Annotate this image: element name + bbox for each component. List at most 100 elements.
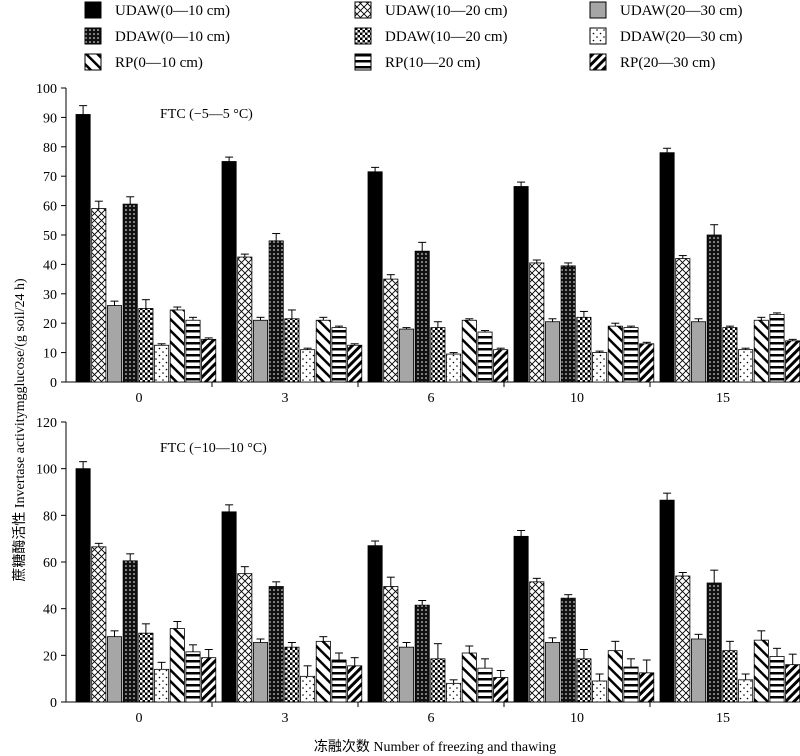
legend-label-ddaw-0-10-cm: DDAW(0—10 cm): [115, 29, 230, 45]
bar-ddaw-0-10-cm-ftc-6: [414, 604, 430, 703]
bar-udaw-20-30-cm-ftc-10: [545, 321, 561, 383]
y-tick-label: 40: [43, 258, 57, 273]
bar-udaw-10-20-cm-ftc-6: [383, 586, 399, 703]
y-tick-label: 50: [43, 229, 57, 244]
bar-ddaw-0-10-cm-ftc-3: [268, 240, 284, 383]
bar-udaw-10-20-cm-ftc-10: [529, 581, 545, 703]
bar-rp-20-30-cm-ftc-10: [639, 343, 655, 383]
x-tick-label: 6: [428, 711, 435, 726]
bar-udaw-20-30-cm-ftc-6: [398, 328, 414, 383]
x-tick-label: 15: [716, 711, 730, 726]
bar-rp-0-10-cm-ftc-0: [169, 628, 185, 703]
y-tick-label: 70: [43, 170, 57, 185]
bar-ddaw-0-10-cm-ftc-6: [414, 250, 430, 383]
bar-ddaw-20-30-cm-ftc-10: [592, 680, 608, 703]
legend-label-udaw-0-10-cm: UDAW(0—10 cm): [115, 3, 230, 19]
panel-annotation: FTC (−10—10 °C): [160, 441, 267, 456]
legend-swatch-ddaw-0-10-cm: [84, 27, 102, 45]
legend-swatch-ddaw-20-30-cm: [589, 27, 607, 45]
bar-rp-20-30-cm-ftc-15: [785, 340, 800, 383]
legend-swatch-rp-0-10-cm: [84, 53, 102, 71]
bar-ddaw-0-10-cm-ftc-3: [268, 586, 284, 703]
bar-ddaw-0-10-cm-ftc-15: [706, 582, 722, 703]
legend-label-ddaw-20-30-cm: DDAW(20—30 cm): [620, 29, 743, 45]
x-tick-label: 3: [282, 711, 289, 726]
bar-udaw-10-20-cm-ftc-3: [237, 256, 253, 383]
bar-udaw-0-10-cm-ftc-0: [75, 468, 91, 703]
y-tick-label: 20: [43, 649, 57, 664]
bar-ddaw-20-30-cm-ftc-10: [592, 352, 608, 383]
y-tick-label: 80: [43, 141, 57, 156]
bar-ddaw-10-20-cm-ftc-6: [430, 658, 446, 703]
bar-ddaw-20-30-cm-ftc-6: [446, 682, 462, 703]
bar-rp-10-20-cm-ftc-3: [331, 327, 347, 383]
y-tick-label: 20: [43, 317, 57, 332]
bar-rp-10-20-cm-ftc-3: [331, 659, 347, 703]
bar-ddaw-10-20-cm-ftc-3: [284, 318, 300, 383]
bar-udaw-10-20-cm-ftc-0: [91, 546, 107, 703]
legend-swatch-udaw-10-20-cm: [354, 1, 372, 19]
y-tick-label: 120: [36, 416, 57, 431]
bar-rp-0-10-cm-ftc-3: [315, 319, 331, 383]
bar-rp-20-30-cm-ftc-10: [639, 672, 655, 703]
bar-rp-20-30-cm-ftc-0: [201, 338, 217, 383]
bar-ddaw-0-10-cm-ftc-15: [706, 234, 722, 383]
bar-udaw-20-30-cm-ftc-10: [545, 642, 561, 703]
bar-rp-10-20-cm-ftc-10: [623, 666, 639, 703]
x-tick-label: 6: [428, 391, 435, 406]
y-tick-label: 0: [50, 696, 57, 711]
bar-ddaw-10-20-cm-ftc-15: [722, 650, 738, 703]
bar-rp-10-20-cm-ftc-10: [623, 327, 639, 383]
y-tick-label: 0: [50, 376, 57, 391]
legend-swatch-ddaw-10-20-cm: [354, 27, 372, 45]
bar-udaw-0-10-cm-ftc-10: [513, 535, 529, 703]
panel-annotation: FTC (−5—5 °C): [160, 107, 253, 122]
bar-rp-20-30-cm-ftc-3: [347, 344, 363, 383]
bar-rp-10-20-cm-ftc-0: [185, 319, 201, 383]
y-tick-label: 80: [43, 509, 57, 524]
bar-rp-0-10-cm-ftc-3: [315, 640, 331, 703]
legend-label-rp-0-10-cm: RP(0—10 cm): [115, 55, 203, 71]
bar-rp-10-20-cm-ftc-6: [477, 331, 493, 383]
bar-udaw-0-10-cm-ftc-10: [513, 186, 529, 383]
bar-udaw-10-20-cm-ftc-6: [383, 278, 399, 383]
y-tick-label: 60: [43, 556, 57, 571]
bar-rp-20-30-cm-ftc-6: [493, 349, 509, 383]
legend-swatch-rp-20-30-cm: [589, 53, 607, 71]
bar-rp-0-10-cm-ftc-10: [607, 325, 623, 383]
bar-rp-0-10-cm-ftc-15: [753, 639, 769, 703]
bar-ddaw-0-10-cm-ftc-0: [122, 560, 138, 703]
bar-ddaw-20-30-cm-ftc-3: [300, 349, 316, 383]
bar-rp-20-30-cm-ftc-3: [347, 665, 363, 703]
x-axis-label: 冻融次数 Number of freezing and thawing: [314, 738, 556, 755]
legend-label-rp-20-30-cm: RP(20—30 cm): [620, 55, 715, 71]
legend-label-rp-10-20-cm: RP(10—20 cm): [385, 55, 480, 71]
chart-panel-bottom: 0 20 40 60 80 100 120 0 3 6 10 15 FTC (−10—10 °C): [36, 416, 800, 726]
bar-ddaw-10-20-cm-ftc-10: [576, 658, 592, 703]
bar-ddaw-10-20-cm-ftc-3: [284, 646, 300, 703]
y-tick-label: 60: [43, 200, 57, 215]
bar-udaw-0-10-cm-ftc-15: [659, 499, 675, 703]
bar-ddaw-10-20-cm-ftc-6: [430, 327, 446, 383]
bar-rp-10-20-cm-ftc-15: [769, 313, 785, 383]
bar-ddaw-20-30-cm-ftc-15: [738, 679, 754, 703]
bar-udaw-10-20-cm-ftc-15: [675, 575, 691, 703]
bar-ddaw-10-20-cm-ftc-10: [576, 316, 592, 383]
x-tick-label: 10: [570, 711, 584, 726]
bar-rp-10-20-cm-ftc-0: [185, 651, 201, 703]
bar-rp-0-10-cm-ftc-6: [461, 319, 477, 383]
bar-udaw-10-20-cm-ftc-15: [675, 258, 691, 383]
x-tick-label: 10: [570, 391, 584, 406]
bar-ddaw-20-30-cm-ftc-3: [300, 675, 316, 703]
bar-ddaw-10-20-cm-ftc-0: [138, 632, 154, 703]
bar-udaw-0-10-cm-ftc-0: [75, 114, 91, 383]
bar-udaw-20-30-cm-ftc-3: [252, 319, 268, 383]
y-tick-label: 100: [36, 463, 57, 478]
bar-ddaw-20-30-cm-ftc-6: [446, 353, 462, 383]
bar-udaw-20-30-cm-ftc-6: [398, 646, 414, 703]
y-tick-label: 100: [36, 82, 57, 97]
y-tick-label: 90: [43, 111, 57, 126]
bar-rp-10-20-cm-ftc-6: [477, 667, 493, 703]
bar-rp-20-30-cm-ftc-15: [785, 664, 800, 703]
